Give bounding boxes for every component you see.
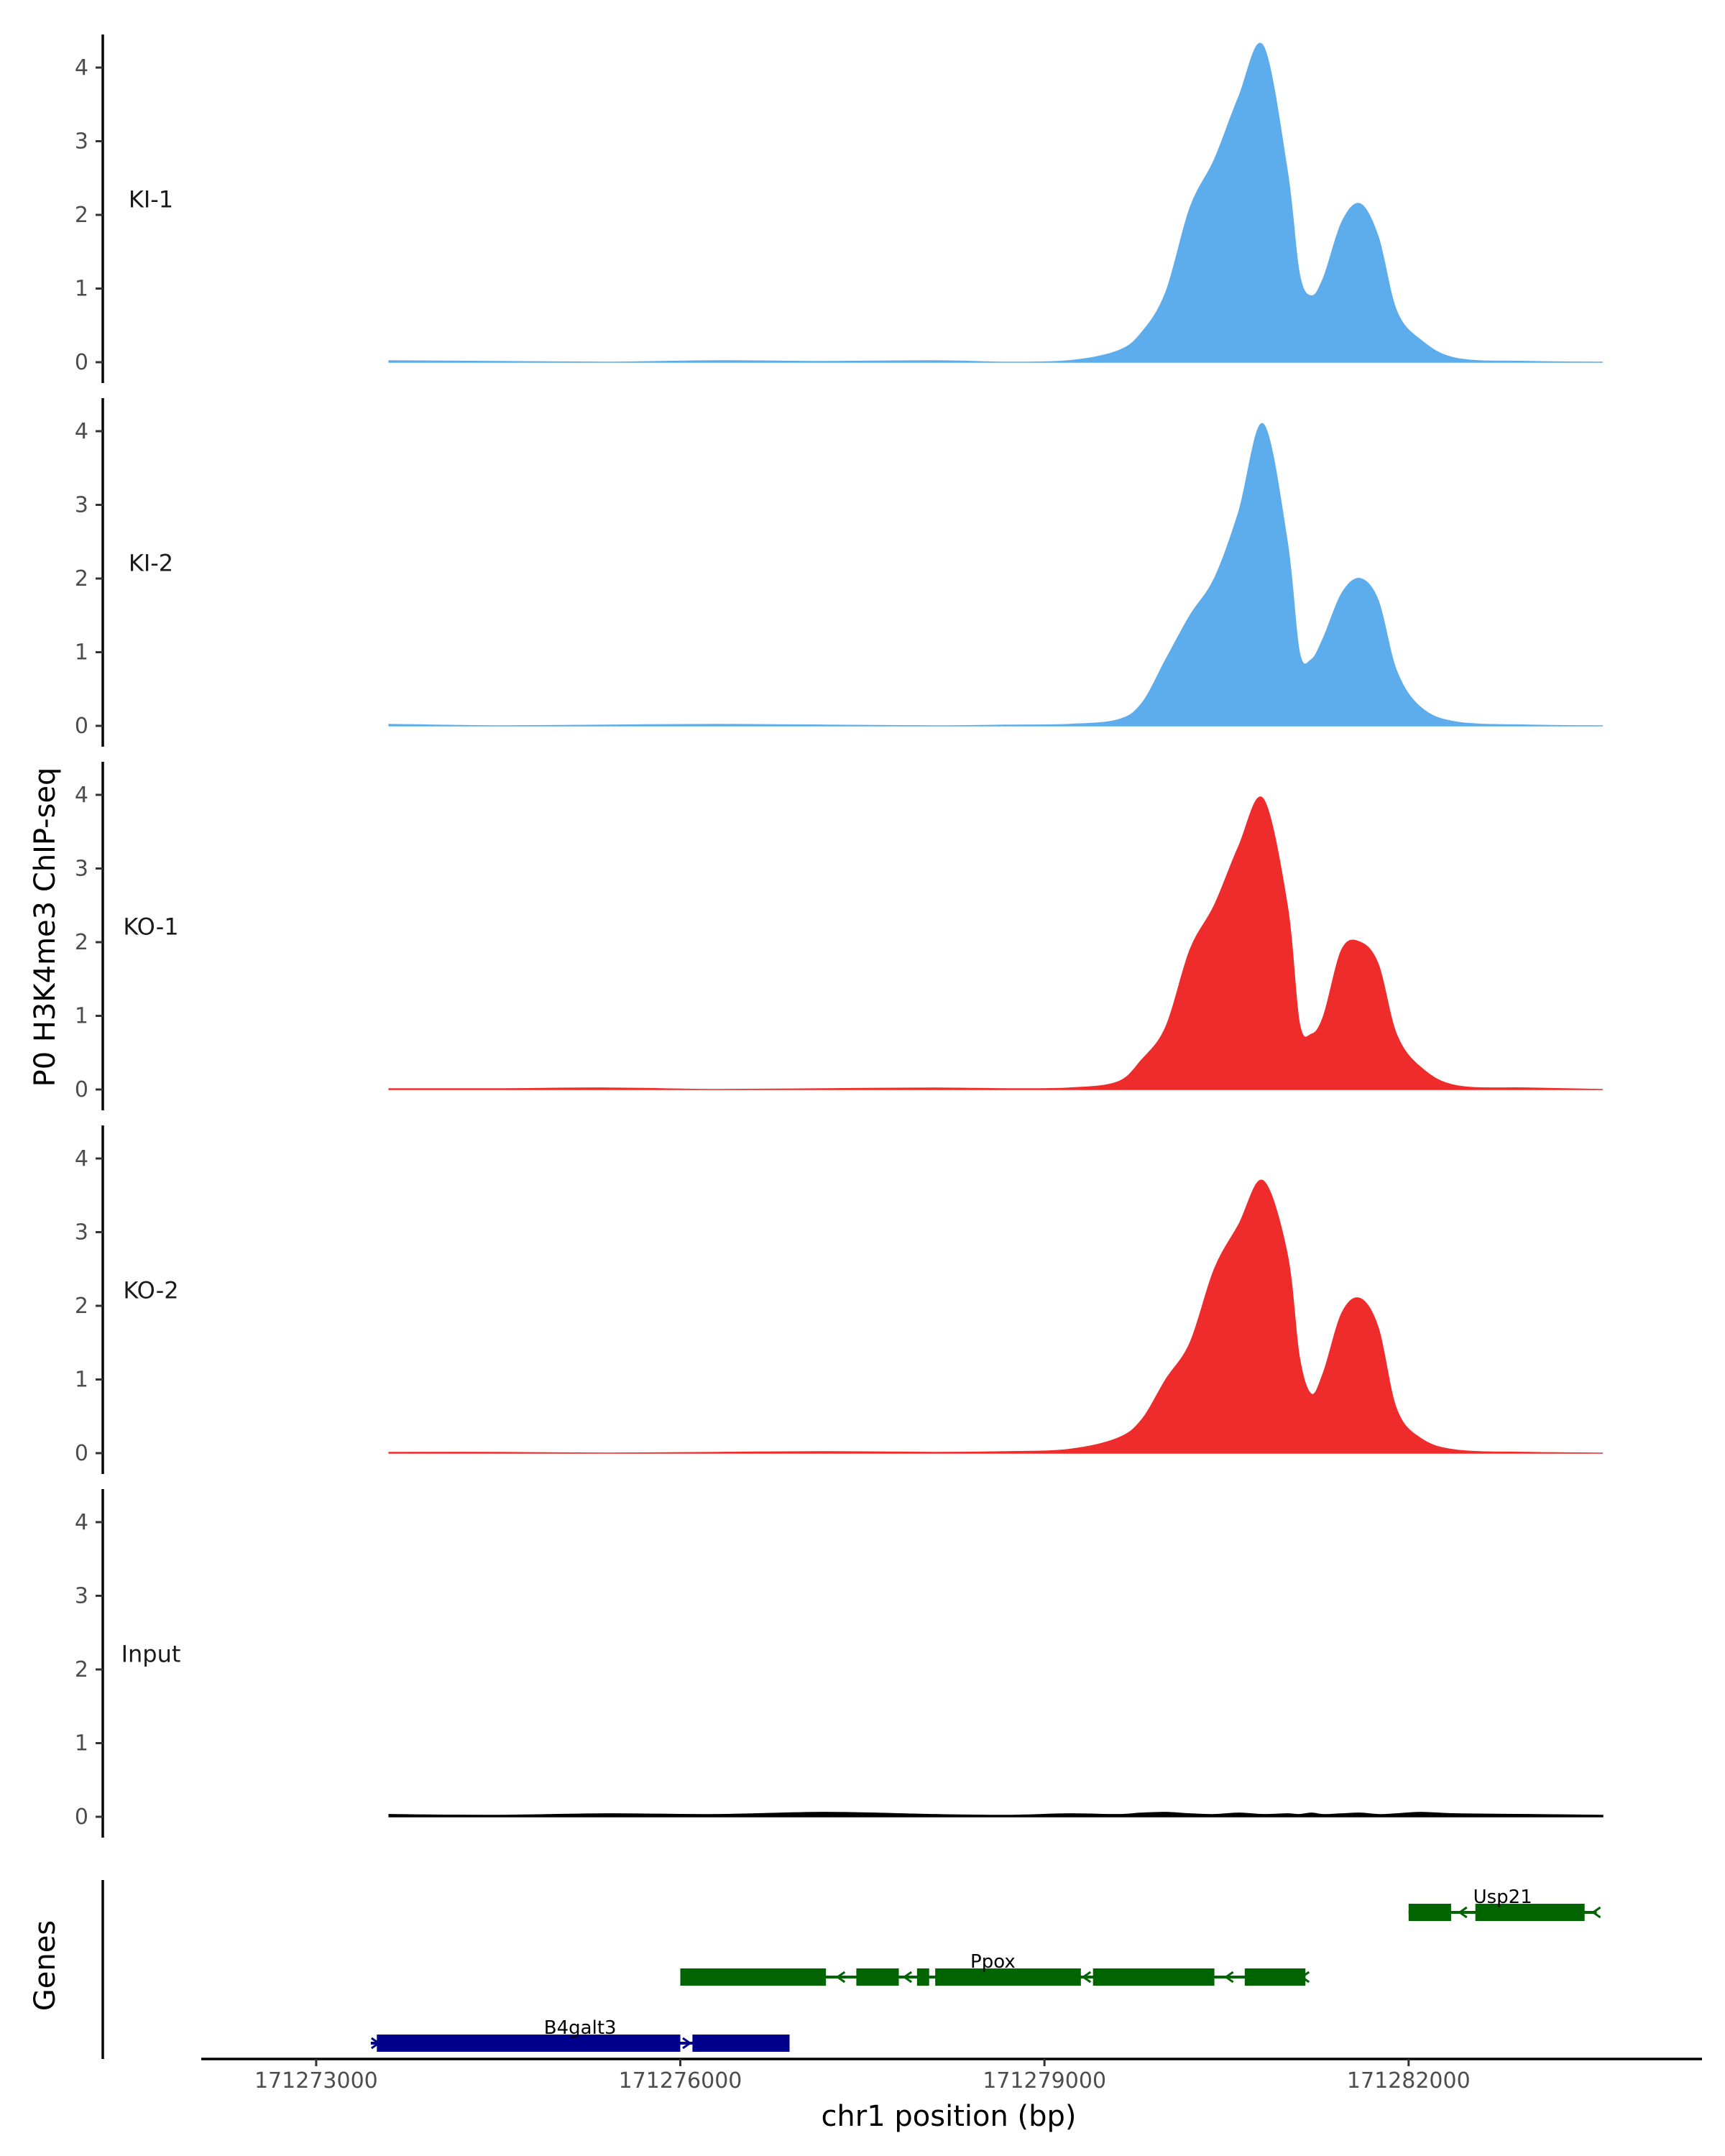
strand-arrow (835, 1971, 846, 1984)
track-ki-2: 0 1 2 3 4 KI-2 (75, 398, 1604, 747)
y-tick-label: 4 (75, 1510, 88, 1535)
y-tick-label: 2 (75, 566, 88, 591)
gene-label: Usp21 (1473, 1886, 1532, 1908)
y-tick-label: 2 (75, 203, 88, 228)
y-tick-label: 1 (75, 1004, 88, 1029)
gene-b4galt3: B4galt3 (370, 2017, 790, 2052)
gene-exon (680, 1968, 827, 1986)
gene-exon (1475, 1904, 1585, 1921)
track-input: 0 1 2 3 4 Input (75, 1489, 1604, 1838)
y-tick-label: 0 (75, 1077, 88, 1102)
track-label: KI-2 (129, 550, 173, 577)
gene-label: B4galt3 (544, 2017, 617, 2039)
x-tick-label: 171273000 (254, 2068, 378, 2093)
x-axis: 171273000 171276000 171279000 171282000 (201, 2058, 1702, 2093)
coverage-area (388, 1812, 1604, 1818)
y-tick-label: 4 (75, 55, 88, 80)
y-tick-label: 0 (75, 1441, 88, 1466)
y-tick-label: 1 (75, 277, 88, 302)
coverage-area (388, 796, 1604, 1090)
gene-exon (1244, 1968, 1306, 1986)
strand-arrow (1300, 1971, 1310, 1984)
strand-arrow (682, 2037, 692, 2050)
y-tick-label: 0 (75, 714, 88, 739)
y-tick-label: 1 (75, 1368, 88, 1393)
gene-exon (1092, 1968, 1215, 1986)
gene-exon (377, 2035, 681, 2052)
y-tick-label: 3 (75, 857, 88, 882)
y-tick-label: 2 (75, 930, 88, 955)
y-tick-label: 2 (75, 1294, 88, 1319)
track-ko-2: 0 1 2 3 4 KO-2 (75, 1125, 1604, 1474)
x-tick-label: 171276000 (619, 2068, 742, 2093)
track-label: KO-1 (123, 913, 178, 941)
y-tick-label: 3 (75, 1584, 88, 1609)
x-tick-label: 171282000 (1347, 2068, 1471, 2093)
gene-exon (935, 1968, 1081, 1986)
gene-exon (1408, 1904, 1451, 1921)
track-ki-1: 0 1 2 3 4 KI-1 (75, 34, 1604, 383)
y-tick-label: 2 (75, 1657, 88, 1682)
gene-exon (856, 1968, 899, 1986)
gene-label: Ppox (970, 1951, 1016, 1973)
strand-arrow (1224, 1971, 1234, 1984)
strand-arrow (1458, 1906, 1468, 1919)
y-tick-label: 3 (75, 493, 88, 518)
y-tick-label: 3 (75, 1220, 88, 1245)
x-tick-label: 171279000 (983, 2068, 1106, 2093)
y-tick-label: 1 (75, 640, 88, 665)
strand-arrow (371, 2037, 381, 2050)
gene-track: Usp21 Ppox B4galt3 (101, 1880, 1601, 2059)
coverage-area (388, 423, 1604, 727)
y-tick-label: 0 (75, 1805, 88, 1830)
track-ko-1: 0 1 2 3 4 KO-1 (75, 762, 1604, 1110)
y-axis-title: P0 H3K4me3 ChIP-seq (29, 768, 62, 1087)
x-axis-title: chr1 position (bp) (821, 2100, 1076, 2133)
gene-ppox: Ppox (680, 1951, 1310, 1986)
gene-exon (692, 2035, 790, 2052)
gene-exon (916, 1968, 929, 1986)
y-tick-label: 4 (75, 1146, 88, 1171)
y-tick-label: 3 (75, 129, 88, 155)
strand-arrow (1591, 1906, 1601, 1919)
coverage-area (388, 42, 1604, 363)
track-label: Input (121, 1641, 181, 1668)
coverage-tracks: 0 1 2 3 4 KI-1 0 1 2 3 4 KI-2 0 1 2 3 4 KO-1 0 1 2 3 4 KO-2 0 1 2 3… (75, 34, 1604, 1838)
genes-axis-title: Genes (29, 1920, 62, 2011)
strand-arrow (1081, 1971, 1092, 1984)
gene-usp21: Usp21 (1408, 1886, 1601, 1921)
track-label: KO-2 (123, 1277, 178, 1304)
coverage-area (388, 1179, 1604, 1454)
y-tick-label: 0 (75, 350, 88, 375)
strand-arrow (902, 1971, 913, 1984)
y-tick-label: 4 (75, 419, 88, 444)
y-tick-label: 4 (75, 783, 88, 808)
y-tick-label: 1 (75, 1731, 88, 1756)
track-label: KI-1 (129, 186, 173, 213)
